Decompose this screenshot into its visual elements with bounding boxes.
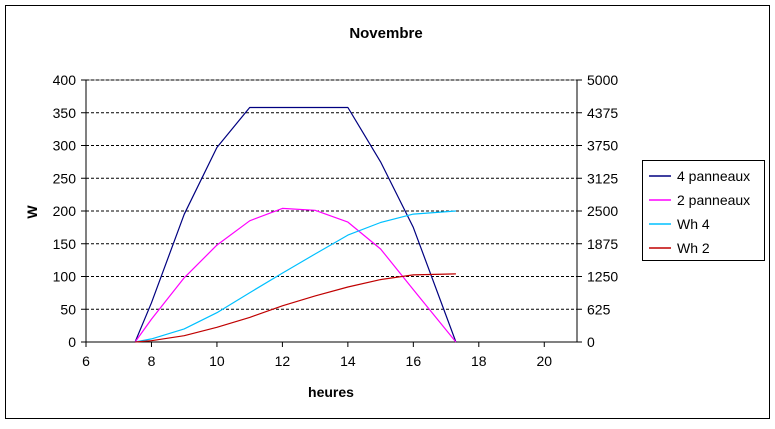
legend: 4 panneaux 2 panneaux Wh 4 Wh 2 [642,160,765,261]
x-axis-label: heures [308,384,354,400]
y-tick-label: 200 [53,203,77,219]
y-tick-label: 250 [53,170,77,186]
legend-label: 4 panneaux [677,168,750,184]
x-axis: 6 8 10 12 14 16 18 20 [82,341,577,369]
y2-tick-label: 1250 [587,269,618,285]
y-tick-label: 50 [60,301,76,317]
y2-tick-label: 0 [587,334,595,350]
x-tick-label: 8 [148,353,156,369]
y2-tick-label: 4375 [587,105,618,121]
y-tick-label: 100 [53,269,77,285]
series-line-2 [134,207,457,343]
legend-label: Wh 2 [677,240,710,256]
y-tick-label: 0 [68,334,76,350]
y2-tick-label: 625 [587,301,611,317]
y2-tick-label: 3125 [587,170,618,186]
y2-tick-label: 5000 [587,72,618,88]
x-tick-label: 14 [340,353,356,369]
left-axis: 0 50 100 150 200 250 300 350 400 [53,72,87,350]
x-tick-label: 12 [275,353,291,369]
y-tick-label: 300 [53,138,77,154]
series-line-3 [134,210,456,343]
legend-label: Wh 4 [677,216,710,232]
y2-tick-label: 2500 [587,203,618,219]
y2-tick-label: 3750 [587,138,618,154]
chart-title: Novembre [349,25,422,42]
series-lines [134,106,457,343]
series-line-4 [135,273,456,343]
x-tick-label: 18 [471,353,487,369]
y-tick-label: 150 [53,236,77,252]
y2-tick-label: 1875 [587,236,618,252]
legend-label: 2 panneaux [677,192,750,208]
x-tick-label: 10 [209,353,225,369]
y-tick-label: 350 [53,105,77,121]
y-axis-label: W [24,205,40,219]
right-axis: 0 625 1250 1875 2500 3125 3750 4375 5000 [576,72,618,350]
y-tick-label: 400 [53,72,77,88]
x-tick-label: 6 [82,353,90,369]
x-tick-label: 20 [536,353,552,369]
legend-box [642,160,765,261]
series-line-1 [134,106,457,343]
gridlines [86,79,577,310]
x-tick-label: 16 [406,353,422,369]
